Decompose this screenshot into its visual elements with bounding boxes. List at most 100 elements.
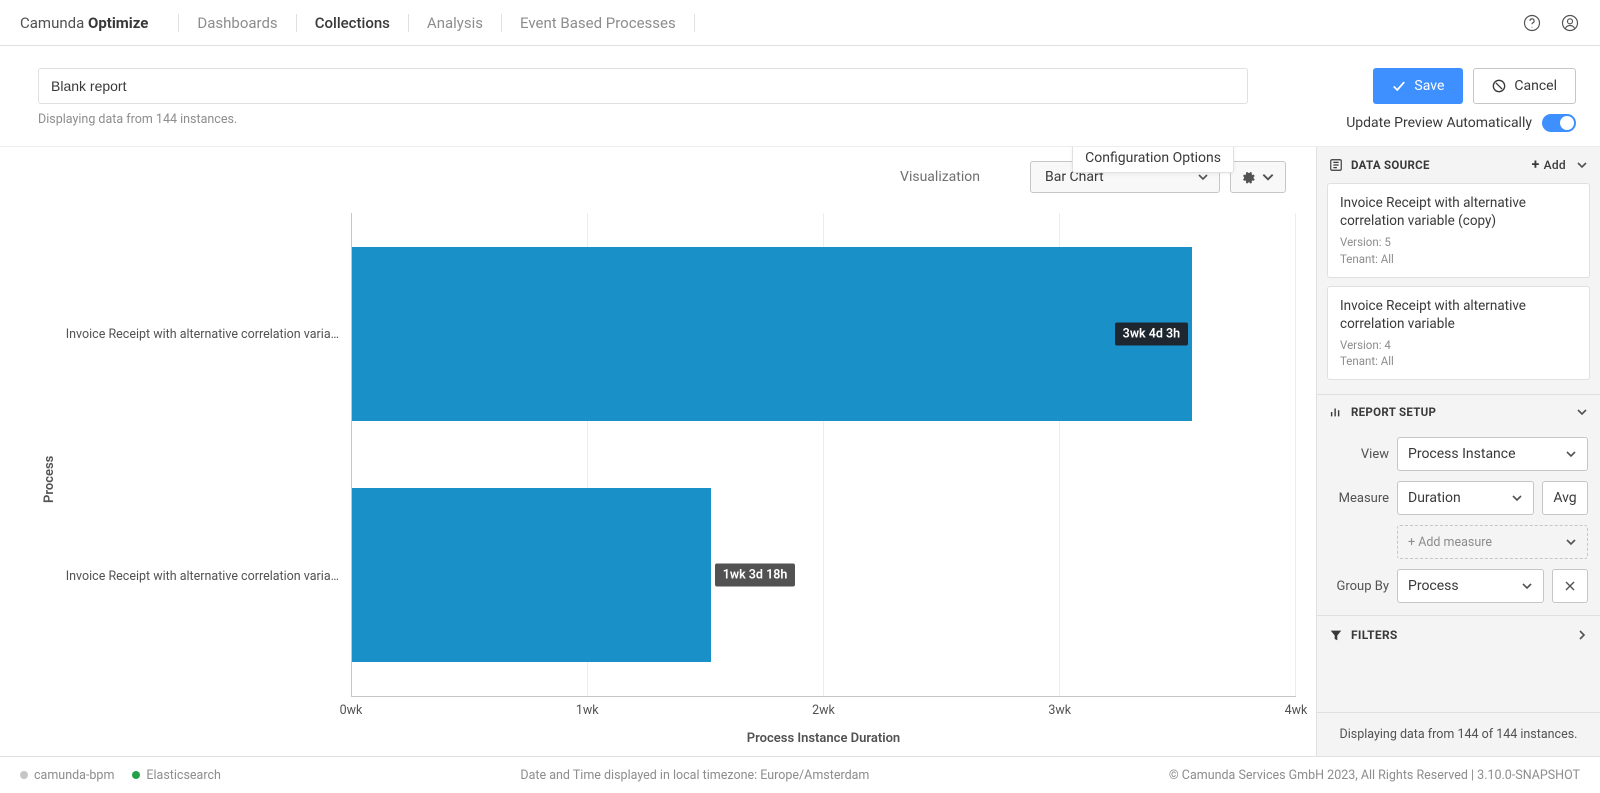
bars-area: 3wk 4d 3h 1wk 3d 18h: [351, 213, 1296, 697]
sub-header: Displaying data from 144 instances. Save…: [0, 46, 1600, 132]
measure-label: Measure: [1329, 491, 1389, 506]
update-preview-row: Update Preview Automatically: [1346, 114, 1576, 132]
top-nav: Camunda Optimize DashboardsCollectionsAn…: [0, 0, 1600, 46]
x-tick: 4wk: [1285, 703, 1308, 718]
bar-slot: 1wk 3d 18h: [352, 455, 1296, 697]
chevron-down-icon: [1511, 492, 1523, 504]
brand-product: Optimize: [88, 14, 148, 32]
nav-event-based-processes[interactable]: Event Based Processes: [502, 14, 695, 32]
chevron-down-icon: [1261, 170, 1275, 184]
add-measure-button[interactable]: + Add measure: [1397, 525, 1588, 559]
cancel-button[interactable]: Cancel: [1473, 68, 1576, 104]
visualization-row: Configuration Options Visualization Bar …: [38, 161, 1286, 193]
card-meta: Version: 4Tenant: All: [1340, 337, 1577, 369]
report-title-input[interactable]: [38, 68, 1248, 104]
measure-row: Measure Duration Avg: [1329, 481, 1588, 515]
chevron-down-icon: [1521, 580, 1533, 592]
nav-collections[interactable]: Collections: [297, 14, 409, 32]
data-source-card[interactable]: Invoice Receipt with alternative correla…: [1327, 286, 1590, 381]
x-tick: 1wk: [576, 703, 599, 718]
chevron-down-icon: [1576, 406, 1588, 418]
update-preview-toggle[interactable]: [1542, 114, 1576, 132]
x-ticks: 0wk1wk2wk3wk4wk: [61, 703, 1296, 723]
brand: Camunda Optimize: [20, 14, 148, 32]
chart: Process Invoice Receipt with alternative…: [38, 213, 1296, 746]
nav-links: DashboardsCollectionsAnalysisEvent Based…: [178, 14, 1522, 32]
action-row: Save Cancel: [1373, 68, 1576, 104]
instances-count: Displaying data from 144 instances.: [38, 112, 1306, 127]
groupby-label: Group By: [1329, 579, 1389, 594]
title-block: Displaying data from 144 instances.: [38, 68, 1306, 127]
bottom-left: camunda-bpm Elasticsearch: [20, 768, 221, 783]
x-tick: 2wk: [812, 703, 835, 718]
add-measure-label: + Add measure: [1408, 535, 1492, 550]
chart-plot: Invoice Receipt with alternative correla…: [61, 213, 1296, 697]
chart-body: Invoice Receipt with alternative correla…: [61, 213, 1296, 746]
bar[interactable]: 3wk 4d 3h: [352, 247, 1192, 421]
chart-zone: Configuration Options Visualization Bar …: [0, 147, 1316, 756]
close-icon: [1564, 580, 1576, 592]
bar-slot: 3wk 4d 3h: [352, 213, 1296, 455]
bottom-bar: camunda-bpm Elasticsearch Date and Time d…: [0, 757, 1600, 793]
measure-agg-select[interactable]: Avg: [1542, 481, 1588, 515]
measure-value: Duration: [1408, 490, 1461, 506]
groupby-clear-button[interactable]: [1552, 569, 1588, 603]
data-source-cards: Invoice Receipt with alternative correla…: [1317, 183, 1600, 380]
chevron-down-icon: [1565, 536, 1577, 548]
add-measure-row: + Add measure: [1329, 525, 1588, 559]
check-icon: [1392, 79, 1406, 93]
status-dot-icon: [20, 771, 28, 779]
report-setup-header[interactable]: REPORT SETUP: [1317, 394, 1600, 429]
nav-analysis[interactable]: Analysis: [409, 14, 502, 32]
bottom-right: © Camunda Services GmbH 2023, All Rights…: [1169, 768, 1580, 783]
y-labels: Invoice Receipt with alternative correla…: [61, 213, 351, 697]
y-axis-title: Process: [38, 213, 61, 746]
x-tick: 3wk: [1048, 703, 1071, 718]
filter-icon: [1329, 628, 1343, 642]
y-label: Invoice Receipt with alternative correla…: [61, 213, 351, 455]
view-row: View Process Instance: [1329, 437, 1588, 471]
data-source-title: DATA SOURCE: [1351, 158, 1430, 172]
user-icon[interactable]: [1560, 13, 1580, 33]
plus-icon: +: [1532, 157, 1540, 173]
x-tick: 0wk: [340, 703, 363, 718]
gear-icon: [1241, 170, 1255, 184]
x-axis-title: Process Instance Duration: [351, 731, 1296, 746]
chevron-right-icon: [1576, 629, 1588, 641]
groupby-row: Group By Process: [1329, 569, 1588, 603]
status-camunda-bpm: camunda-bpm: [20, 768, 114, 783]
help-icon[interactable]: [1522, 13, 1542, 33]
bar[interactable]: 1wk 3d 18h: [352, 488, 711, 662]
groupby-select[interactable]: Process: [1397, 569, 1544, 603]
report-setup-body: View Process Instance Measure Duration A…: [1317, 429, 1600, 615]
report-setup-title: REPORT SETUP: [1351, 405, 1436, 419]
view-select[interactable]: Process Instance: [1397, 437, 1588, 471]
brand-name: Camunda: [20, 14, 84, 32]
top-icons: [1522, 13, 1580, 33]
panel-footer: Displaying data from 144 of 144 instance…: [1317, 712, 1600, 756]
card-meta: Version: 5Tenant: All: [1340, 234, 1577, 266]
bars: 3wk 4d 3h 1wk 3d 18h: [352, 213, 1296, 696]
config-tooltip: Configuration Options: [1072, 147, 1234, 173]
save-button[interactable]: Save: [1373, 68, 1463, 104]
measure-select[interactable]: Duration: [1397, 481, 1534, 515]
cancel-label: Cancel: [1514, 78, 1557, 94]
bar-value-badge: 3wk 4d 3h: [1115, 322, 1188, 345]
visualization-label: Visualization: [900, 169, 980, 185]
add-data-source-button[interactable]: + Add: [1532, 157, 1566, 173]
add-label: Add: [1544, 158, 1566, 172]
status-dot-icon: [132, 771, 140, 779]
config-button[interactable]: [1230, 161, 1286, 193]
action-block: Save Cancel Update Preview Automatically: [1346, 68, 1576, 132]
nav-dashboards[interactable]: Dashboards: [178, 14, 296, 32]
chevron-down-icon[interactable]: [1576, 159, 1588, 171]
chevron-down-icon: [1565, 448, 1577, 460]
bottom-center: Date and Time displayed in local timezon…: [221, 768, 1169, 783]
data-source-card[interactable]: Invoice Receipt with alternative correla…: [1327, 183, 1590, 278]
main: Configuration Options Visualization Bar …: [0, 147, 1600, 757]
status-elasticsearch: Elasticsearch: [132, 768, 221, 783]
report-setup-icon: [1329, 405, 1343, 419]
y-label: Invoice Receipt with alternative correla…: [61, 455, 351, 697]
filters-header[interactable]: FILTERS: [1317, 615, 1600, 654]
data-source-header: DATA SOURCE + Add: [1317, 147, 1600, 183]
